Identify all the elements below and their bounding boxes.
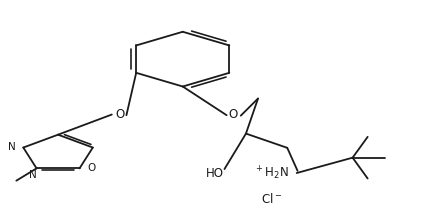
Text: N: N — [8, 142, 16, 152]
Text: N: N — [29, 170, 37, 180]
Text: O: O — [115, 108, 124, 122]
Text: Cl$^-$: Cl$^-$ — [261, 192, 283, 206]
Text: HO: HO — [206, 166, 224, 180]
Text: $^+$H$_2$N: $^+$H$_2$N — [254, 164, 289, 182]
Text: O: O — [87, 163, 96, 173]
Text: O: O — [229, 108, 238, 122]
